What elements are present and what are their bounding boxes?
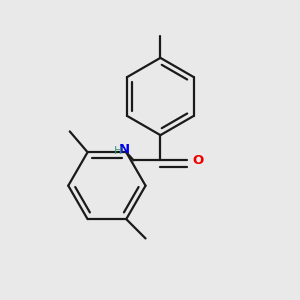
Text: H: H <box>114 146 122 156</box>
Text: O: O <box>193 154 204 167</box>
Text: N: N <box>119 143 130 156</box>
